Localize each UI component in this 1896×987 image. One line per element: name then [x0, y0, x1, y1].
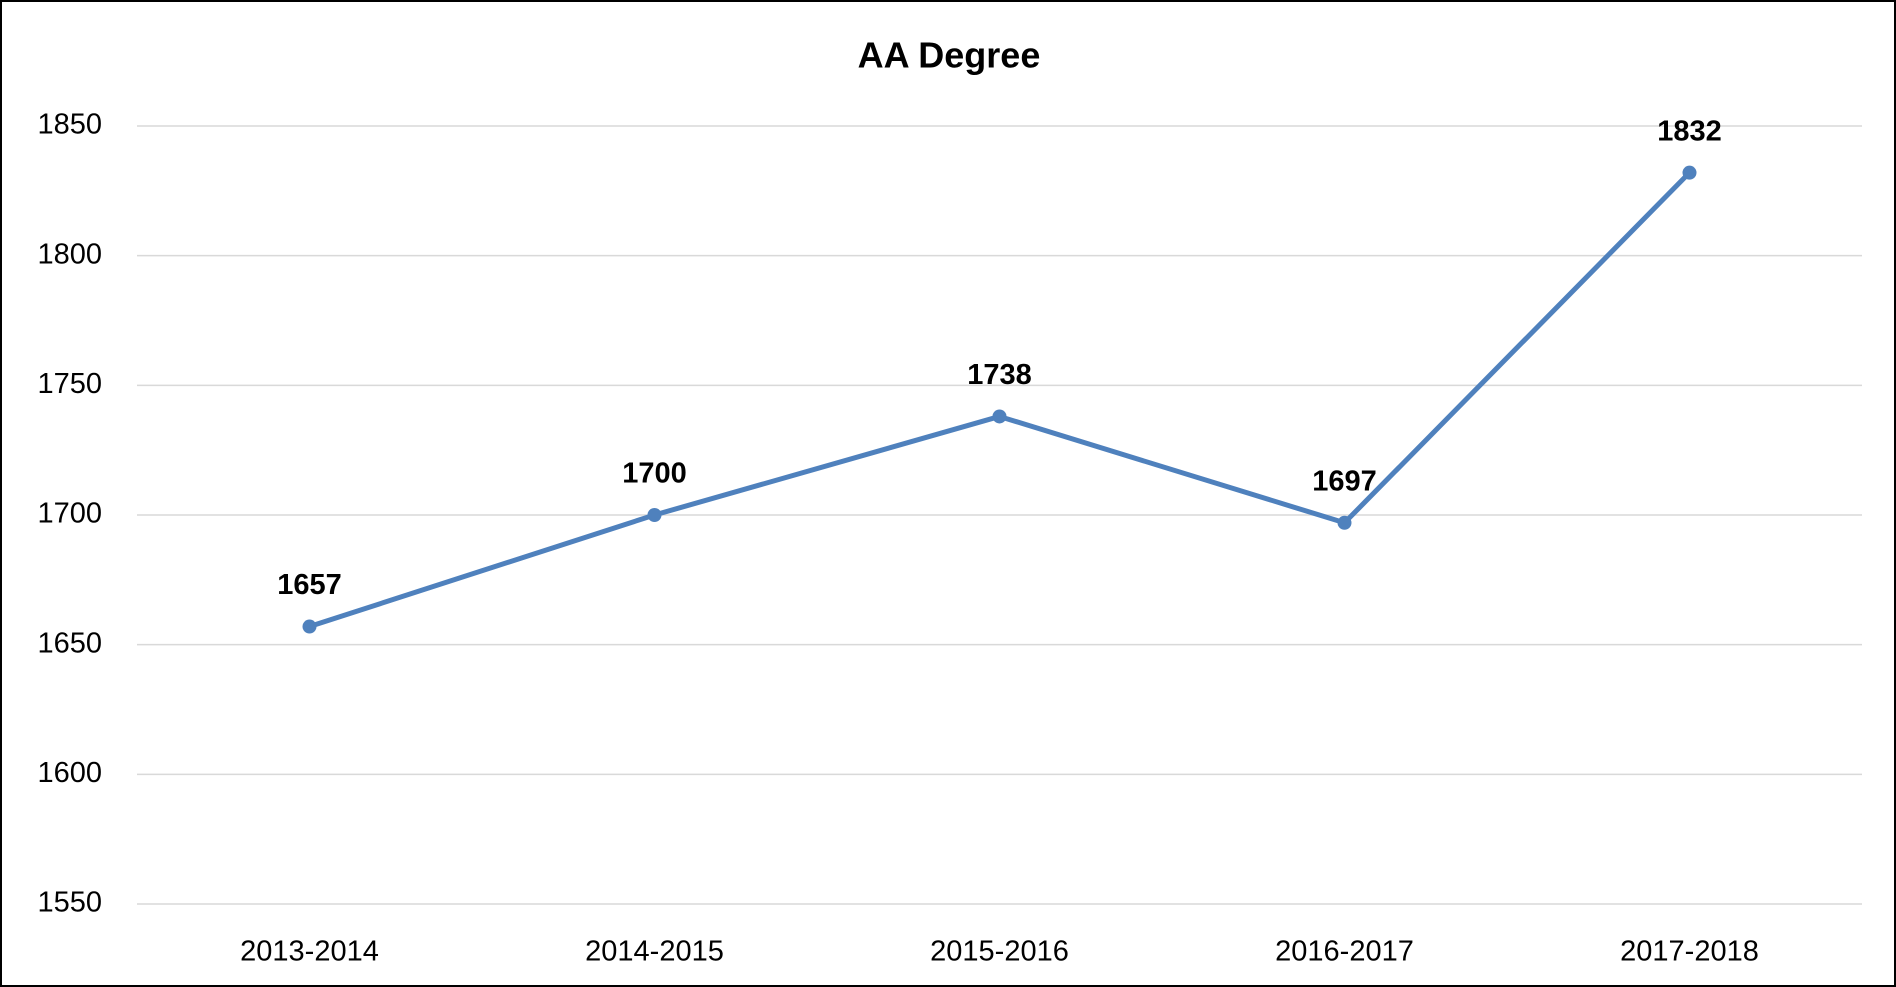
y-tick-label: 1600 — [37, 757, 102, 789]
y-tick-label: 1750 — [37, 368, 102, 400]
x-tick-label: 2014-2015 — [585, 936, 724, 968]
data-label: 1738 — [967, 359, 1032, 391]
data-point — [1682, 165, 1697, 180]
x-tick-label: 2017-2018 — [1620, 936, 1759, 968]
data-point — [647, 508, 662, 522]
y-tick-label: 1550 — [37, 887, 102, 919]
data-label: 1657 — [277, 569, 342, 601]
x-tick-label: 2013-2014 — [240, 936, 379, 968]
data-point — [992, 409, 1007, 424]
y-tick-label: 1800 — [37, 238, 102, 270]
x-tick-label: 2016-2017 — [1275, 936, 1414, 968]
data-point — [302, 619, 317, 634]
data-label: 1697 — [1312, 465, 1377, 497]
chart-title: AA Degree — [858, 35, 1041, 76]
y-tick-label: 1650 — [37, 627, 102, 659]
x-tick-label: 2015-2016 — [930, 936, 1069, 968]
data-label: 1700 — [622, 458, 687, 490]
data-point — [1337, 515, 1352, 530]
y-tick-label: 1700 — [37, 498, 102, 530]
y-tick-label: 1850 — [37, 109, 102, 141]
data-label: 1832 — [1657, 115, 1722, 147]
